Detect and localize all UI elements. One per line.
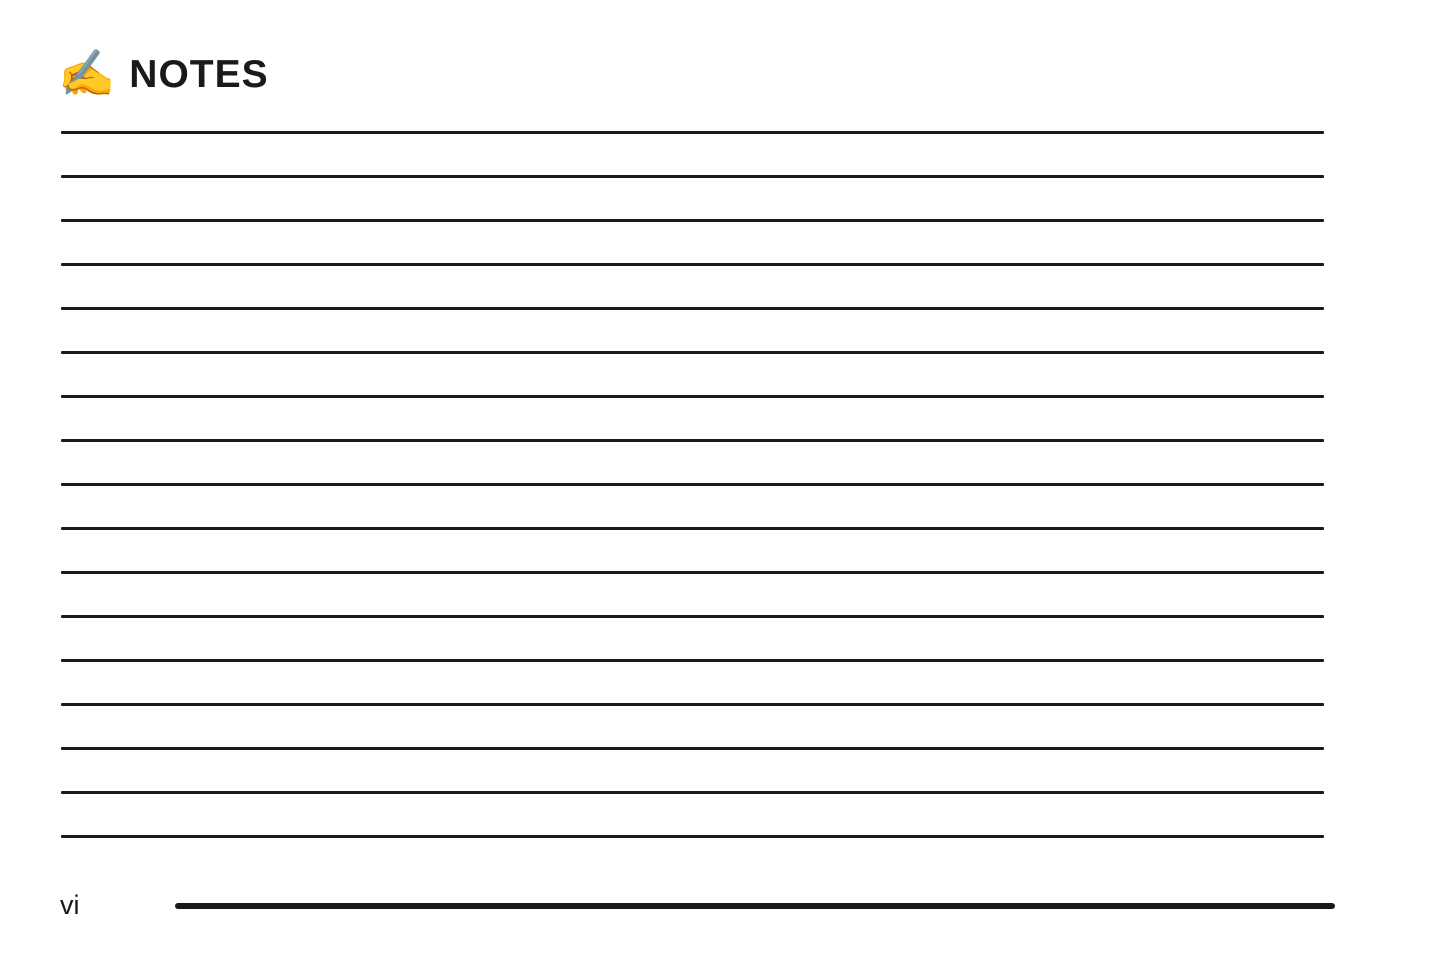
note-line	[61, 263, 1324, 266]
note-line	[61, 747, 1324, 750]
note-line	[61, 307, 1324, 310]
note-line	[61, 439, 1324, 442]
note-line	[61, 615, 1324, 618]
note-line	[61, 219, 1324, 222]
note-line	[61, 351, 1324, 354]
page-header: ✍ NOTES	[58, 47, 269, 99]
footer-rule	[175, 903, 1335, 909]
page-footer: vi	[0, 890, 1445, 930]
note-line	[61, 835, 1324, 838]
ruled-lines	[61, 131, 1324, 838]
note-line	[61, 659, 1324, 662]
note-line	[61, 175, 1324, 178]
note-line	[61, 571, 1324, 574]
page-title: NOTES	[129, 53, 269, 96]
note-line	[61, 527, 1324, 530]
note-line	[61, 395, 1324, 398]
note-line	[61, 483, 1324, 486]
page-number: vi	[60, 890, 80, 920]
note-line	[61, 703, 1324, 706]
note-line	[61, 791, 1324, 794]
note-line	[61, 131, 1324, 134]
writing-hand-icon: ✍	[58, 47, 116, 99]
